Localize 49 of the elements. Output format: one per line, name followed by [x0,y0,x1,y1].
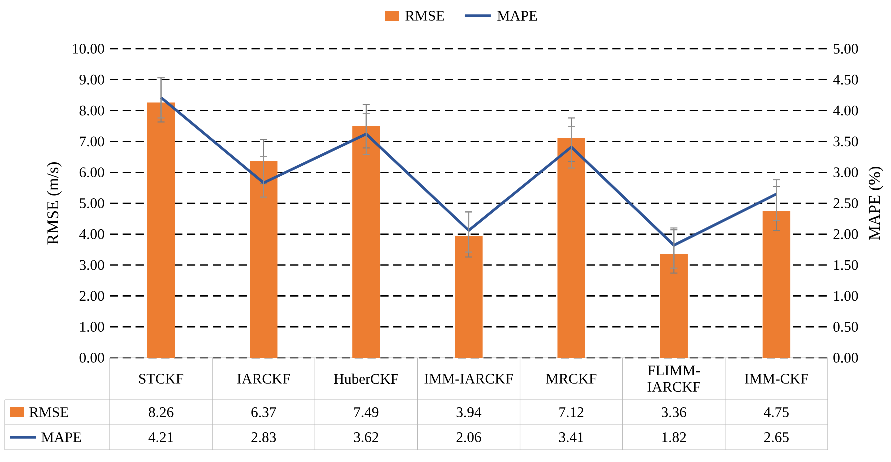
y2-tick-label: 3.00 [834,168,858,178]
data-label: 3.94 [456,408,482,418]
y2-tick-label: 2.50 [834,198,858,208]
x-tick-label: IMM-IARCKF [424,374,514,384]
data-label: 1.82 [662,432,686,442]
y2-tick-label: 5.00 [834,44,858,54]
x-tick-label: MRCKF [546,374,597,384]
text: MAPE [42,432,82,442]
y-tick-label: 5.00 [80,198,104,208]
y2-tick-label: 3.50 [834,136,858,147]
y-tick-label: 10.00 [73,44,104,54]
y2-tick-label: 0.00 [834,353,858,363]
x-tick-label: IARCKF [238,374,290,384]
data-label: 7.12 [560,408,584,418]
x-tick-label: IMM-CKF [745,374,808,384]
data-label: 2.65 [764,432,789,442]
y2-tick-label: 2.00 [834,229,858,240]
y-tick-label: 7.00 [80,136,104,147]
y2-tick-label: 4.00 [833,106,858,116]
data-label: 3.62 [354,432,378,442]
data-label: 2.83 [252,432,276,442]
x-tick-label: HuberCKF [334,374,398,384]
data-label: 6.37 [252,408,276,418]
data-label: 3.36 [662,408,686,418]
data-label: 8.26 [149,408,174,418]
y2-tick-label: 1.50 [834,260,858,270]
y-tick-label: 4.00 [80,229,104,240]
legend-label: MAPE [498,11,538,21]
y2-tick-label: 0.50 [834,322,858,332]
y-axis-title: RMSE (m/s) [47,162,62,245]
legend-label: RMSE [406,11,444,21]
y-tick-label: 9.00 [80,74,104,85]
y-tick-label: 2.00 [80,291,104,302]
y-tick-label: 8.00 [80,106,104,116]
data-label: 3.41 [559,432,584,442]
y-tick-label: 3.00 [80,260,104,270]
data-label: 2.06 [456,432,482,442]
y-tick-label: 0.00 [80,353,104,363]
y2-tick-label: 4.50 [833,74,858,85]
y-tick-label: 6.00 [80,168,104,178]
x-tick-label: STCKF [139,374,184,384]
y2-tick-label: 1.00 [834,291,858,302]
y-tick-label: 1.00 [80,322,104,332]
y2-axis-title: MAPE (%) [868,167,884,240]
data-label: 7.49 [354,408,379,418]
data-label: 4.21 [148,432,174,442]
x-tick-label: FLIMM-IARCKF [648,366,700,392]
text: RMSE [30,408,68,418]
data-label: 4.75 [764,408,789,418]
